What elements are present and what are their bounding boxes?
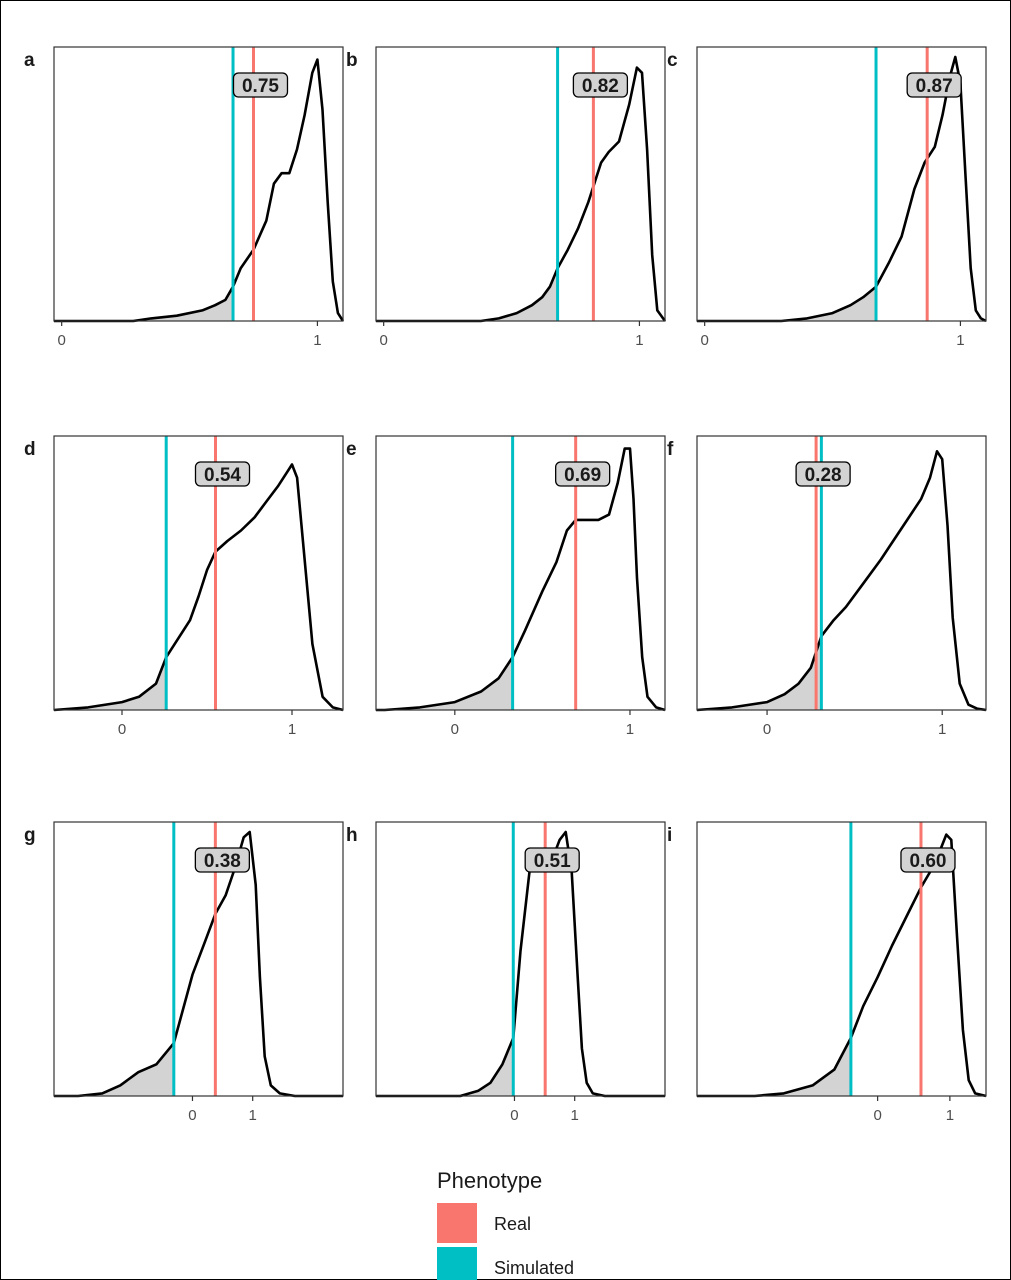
density-curve-e xyxy=(376,447,666,712)
density-curve-g xyxy=(54,830,343,1098)
value-label-d: 0.54 xyxy=(204,465,241,486)
x-tick-label-f-1: 1 xyxy=(938,721,946,738)
x-tick-label-f-0: 0 xyxy=(763,721,771,738)
x-tick-label-b-1: 1 xyxy=(635,332,643,349)
panel-b: b 0.82 0 1 xyxy=(346,46,667,349)
x-tick-label-g-1: 1 xyxy=(249,1107,257,1124)
value-label-box-c xyxy=(906,72,962,98)
value-label-box-e xyxy=(555,461,611,487)
x-tick-label-c-1: 1 xyxy=(956,332,964,349)
value-label-g: 0.38 xyxy=(204,851,241,872)
value-label-i: 0.60 xyxy=(909,851,946,872)
x-tick-label-a-1: 1 xyxy=(313,332,321,349)
panels: a 0.75 0 1 b 0.82 0 1 c 0.87 0 1 d 0.54 0 1 e 0.69 0 1 f 0.28… xyxy=(24,46,987,1124)
tail-area-i xyxy=(754,1037,851,1096)
tail-area-h xyxy=(460,1037,514,1096)
panel-border-h xyxy=(375,821,666,1097)
density-curve-d xyxy=(53,463,344,712)
tail-area-c xyxy=(781,286,876,321)
value-label-box-d xyxy=(194,461,251,487)
tail-area-a xyxy=(133,286,233,321)
panel-border-a xyxy=(53,46,344,322)
density-curve-a xyxy=(54,58,345,323)
value-label-a: 0.75 xyxy=(242,76,279,97)
x-tick-label-d-0: 0 xyxy=(118,721,126,738)
panel-border-f xyxy=(696,435,987,711)
legend-title: Phenotype xyxy=(437,1168,542,1193)
panel-border-d xyxy=(53,435,344,711)
density-curve-f xyxy=(696,450,987,712)
x-tick-label-b-0: 0 xyxy=(380,332,388,349)
panel-border-b xyxy=(375,46,666,322)
value-label-box-f xyxy=(795,461,851,487)
tail-area-g xyxy=(78,1043,174,1096)
panel-border-i xyxy=(696,821,987,1097)
legend-label-simulated: Simulated xyxy=(494,1258,574,1278)
panel-i: i 0.60 0 1 xyxy=(667,821,987,1124)
legend-label-real: Real xyxy=(494,1214,531,1234)
legend-swatch-real xyxy=(437,1203,477,1243)
panel-e: e 0.69 0 1 xyxy=(346,435,666,738)
panel-border-g xyxy=(53,821,344,1097)
panel-tag-e: e xyxy=(346,439,357,460)
value-label-box-g xyxy=(194,847,251,873)
panel-c: c 0.87 0 1 xyxy=(667,46,987,349)
x-tick-label-g-0: 0 xyxy=(188,1107,196,1124)
panel-tag-h: h xyxy=(346,825,358,846)
legend-swatch-simulated xyxy=(437,1247,477,1280)
tail-area-b xyxy=(480,268,558,321)
panel-border-e xyxy=(375,435,666,711)
x-tick-label-e-0: 0 xyxy=(451,721,459,738)
panel-g: g 0.38 0 1 xyxy=(24,821,344,1124)
panel-border-c xyxy=(696,46,987,322)
x-tick-label-i-1: 1 xyxy=(946,1107,954,1124)
density-curve-i xyxy=(697,833,987,1098)
value-label-f: 0.28 xyxy=(805,465,842,486)
panel-tag-c: c xyxy=(667,50,678,71)
panel-tag-g: g xyxy=(24,825,36,846)
panel-h: h 0.51 0 1 xyxy=(346,821,666,1124)
value-label-box-a xyxy=(232,72,289,98)
value-label-box-h xyxy=(524,847,580,873)
x-tick-label-i-0: 0 xyxy=(873,1107,881,1124)
value-label-box-i xyxy=(900,847,956,873)
x-tick-label-a-0: 0 xyxy=(58,332,66,349)
value-label-c: 0.87 xyxy=(916,76,953,97)
x-tick-label-h-1: 1 xyxy=(571,1107,579,1124)
panel-tag-a: a xyxy=(24,50,35,71)
x-tick-label-d-1: 1 xyxy=(288,721,296,738)
panel-a: a 0.75 0 1 xyxy=(24,46,345,349)
x-tick-label-c-0: 0 xyxy=(701,332,709,349)
panel-tag-i: i xyxy=(667,825,672,846)
panel-tag-b: b xyxy=(346,50,358,71)
x-tick-label-e-1: 1 xyxy=(626,721,634,738)
tail-area-d xyxy=(54,657,167,710)
legend: Phenotype Real Simulated xyxy=(437,1168,574,1280)
panel-d: d 0.54 0 1 xyxy=(24,435,344,738)
density-curve-b xyxy=(376,66,667,323)
panel-f: f 0.28 0 1 xyxy=(667,435,987,738)
value-label-h: 0.51 xyxy=(534,851,571,872)
value-label-b: 0.82 xyxy=(582,76,619,97)
value-label-e: 0.69 xyxy=(564,465,601,486)
value-label-box-b xyxy=(572,72,629,98)
panel-tag-d: d xyxy=(24,439,36,460)
x-tick-label-h-0: 0 xyxy=(510,1107,518,1124)
panel-tag-f: f xyxy=(667,439,674,460)
density-curve-c xyxy=(697,55,987,323)
tail-area-f xyxy=(697,636,822,710)
tail-area-e xyxy=(384,657,513,710)
